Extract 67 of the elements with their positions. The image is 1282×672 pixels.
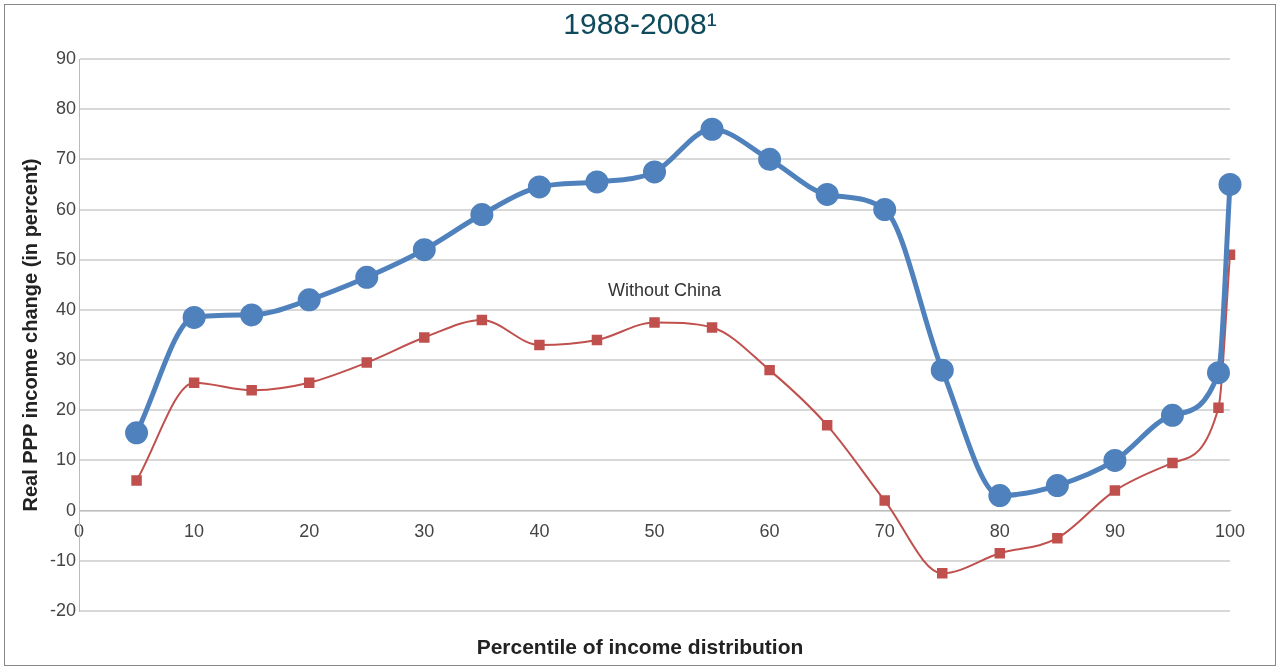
point	[649, 317, 660, 328]
y-tick-label: 70	[55, 148, 77, 169]
y-tick-label: 20	[55, 399, 77, 420]
y-tick-label: -10	[50, 549, 77, 570]
point	[643, 160, 667, 184]
point	[361, 357, 372, 368]
x-axis-title: Percentile of income distribution	[475, 635, 805, 659]
x-tick-label: 10	[184, 521, 205, 542]
point	[930, 358, 954, 382]
point	[591, 334, 603, 346]
point	[419, 332, 430, 343]
point	[131, 475, 142, 486]
x-tick-label: 60	[759, 521, 780, 542]
y-tick-label: 60	[55, 198, 77, 219]
point	[1045, 474, 1069, 498]
point	[355, 265, 379, 289]
point	[182, 305, 206, 329]
series-label: Without China	[607, 280, 723, 301]
point	[994, 548, 1006, 559]
chart-title: 1988-2008¹	[562, 7, 718, 41]
point	[758, 147, 782, 171]
point	[125, 421, 149, 445]
point	[240, 303, 264, 327]
x-tick-label: 90	[1104, 521, 1125, 542]
point	[1218, 172, 1242, 196]
point	[1213, 402, 1224, 414]
point	[1109, 485, 1121, 496]
point	[988, 484, 1012, 508]
point	[706, 322, 718, 333]
point	[246, 384, 257, 396]
y-axis-title: Real PPP income change (in percent)	[18, 158, 41, 512]
y-tick-label: 80	[55, 98, 77, 119]
x-tick-label: 40	[529, 521, 550, 542]
x-tick-label: 50	[644, 521, 665, 542]
y-tick-label: 0	[66, 499, 77, 520]
point	[476, 314, 488, 326]
x-tick-label: 30	[414, 521, 435, 542]
y-tick-label: 50	[55, 248, 77, 269]
x-tick-label: 20	[299, 521, 320, 542]
point	[764, 364, 775, 376]
point	[534, 339, 545, 351]
point	[879, 495, 890, 506]
x-tick-label: 100	[1214, 521, 1246, 542]
y-tick-label: 40	[55, 298, 77, 319]
point	[297, 288, 321, 312]
y-tick-label: 90	[55, 47, 77, 68]
point	[700, 117, 724, 141]
point	[585, 170, 609, 194]
point	[815, 182, 839, 206]
x-tick-label: 80	[989, 521, 1010, 542]
y-tick-label: 30	[55, 349, 77, 370]
point	[1206, 361, 1230, 385]
point	[412, 238, 436, 262]
point	[188, 377, 200, 388]
point	[937, 568, 948, 579]
point	[873, 198, 897, 222]
y-tick-label: 10	[55, 449, 77, 470]
x-tick-label: 70	[874, 521, 895, 542]
point	[527, 175, 551, 199]
point	[1160, 403, 1184, 427]
point	[1052, 532, 1063, 544]
point	[1103, 448, 1127, 472]
point	[1167, 457, 1178, 469]
point	[470, 203, 494, 227]
point	[821, 420, 833, 431]
point	[303, 377, 315, 388]
y-tick-label: -20	[50, 599, 77, 620]
